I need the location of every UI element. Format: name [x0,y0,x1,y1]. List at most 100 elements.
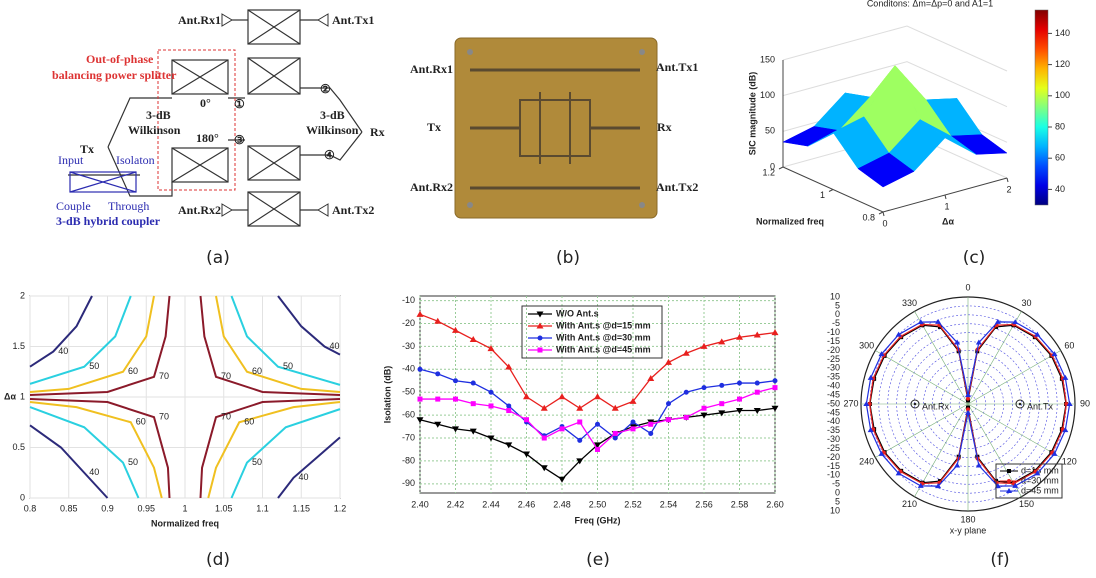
marker [878,351,885,357]
y-tick-label: -80 [402,455,415,465]
r-tick-label: -45 [827,407,840,417]
marker [630,419,636,425]
theta-tick-label: 210 [902,499,917,509]
x-tick-label: 1.1 [256,503,269,513]
legend-label: With Ant.s @d=30 mm [556,332,651,342]
marker [954,462,961,468]
marker [648,430,654,436]
y-tick-label: -90 [402,478,415,488]
tick-mark [944,194,947,200]
marker [647,374,655,381]
contour-label: 70 [221,412,231,422]
contour-label: 60 [136,417,146,427]
label: Tx [427,120,441,134]
marker [469,336,477,343]
marker [487,435,495,442]
label: Rx [370,125,385,139]
label: balancing power splitter [52,68,177,82]
marker [488,389,494,395]
marker [682,349,690,356]
z-tick-label: 100 [760,90,775,100]
marker [488,403,494,409]
contour-label: 50 [283,361,293,371]
label: Ant.Tx2 [656,180,698,194]
marker [594,442,601,449]
board-photo: Ant.Rx1 Ant.Tx1 Tx Rx Ant.Rx2 Ant.Tx2 [410,37,698,219]
r-tick-label: -30 [827,434,840,444]
legend-marker [537,347,543,353]
y-tick-label: -30 [402,341,415,351]
circuit-lines [68,9,363,227]
tick-mark [778,166,784,170]
r-tick-label: -20 [827,452,840,462]
antenna-symbol [1018,402,1022,406]
contour-line [29,295,341,499]
x-axis-label: Δα [942,216,954,226]
grid-spoke [875,403,969,458]
marker [487,345,495,352]
marker [559,426,565,432]
r-tick-label: 5 [835,300,840,310]
marker [700,412,708,419]
marker [435,396,441,402]
r-tick-label: 0 [835,488,840,498]
x-tick-label: 1.15 [292,503,310,513]
splitter-box [157,49,236,191]
x-tick-label: 0.8 [24,503,37,513]
theta-tick-label: 30 [1021,298,1031,308]
colorbar-tick-label: 120 [1055,59,1070,69]
theta-tick-label: 120 [1062,456,1077,466]
legend-marker [536,311,544,318]
marker [611,404,619,411]
antenna-symbol [1015,399,1025,409]
legend-marker [1006,488,1012,493]
marker [966,396,970,401]
surface-chart: Conditons: Δm=Δp=0 and A1=1 0 50 100 150SIC … [747,0,1070,228]
marker [540,465,548,472]
marker [975,462,982,468]
x-tick-label: 2.60 [766,499,784,509]
marker [1062,427,1069,433]
z-axis-label: SIC magnitude (dB) [747,72,757,156]
marker [975,339,982,345]
label: Tx [80,142,94,156]
label: ④ [324,148,335,162]
marker [612,435,618,441]
r-tick-label: -35 [827,372,840,382]
y-tick-label: 0 [20,492,25,502]
marker [417,366,423,372]
label: Ant.Rx2 [178,203,221,217]
y-tick-label: 1 [820,190,825,200]
marker [648,421,654,427]
marker [736,333,743,340]
marker [895,470,902,476]
contour-label: 40 [330,341,340,351]
r-tick-label: -40 [827,416,840,426]
y-axis-label: Δα [4,391,16,401]
marker [954,339,961,345]
surface-patch [857,152,915,188]
marker [935,318,942,324]
r-tick-label: -25 [827,443,840,453]
label: Ant.Rx2 [410,180,453,194]
marker [541,435,547,441]
tick-mark [882,211,885,217]
x-axis-label: x-y plane [950,525,987,535]
z-tick-label: 150 [760,54,775,64]
marker [867,374,874,380]
marker [523,393,530,400]
marker [701,405,707,411]
contour-label: 40 [58,346,68,356]
antenna-symbols [221,13,329,217]
caption: (c) [963,248,986,268]
y-tick-label: -10 [402,295,415,305]
x-tick-label: 0.85 [60,503,78,513]
contour-chart: 0.8 0.85 0.9 0.95 1 1.05 1.1 1.15 1.2 0 0.5 1 1.5 2 No… [4,290,346,528]
marker [434,317,442,324]
y-tick-label: 1 [20,391,25,401]
marker [595,421,600,427]
marker [867,427,874,433]
marker [506,408,512,414]
grid-spoke [967,403,1061,458]
label: Wilkinson [128,123,181,137]
